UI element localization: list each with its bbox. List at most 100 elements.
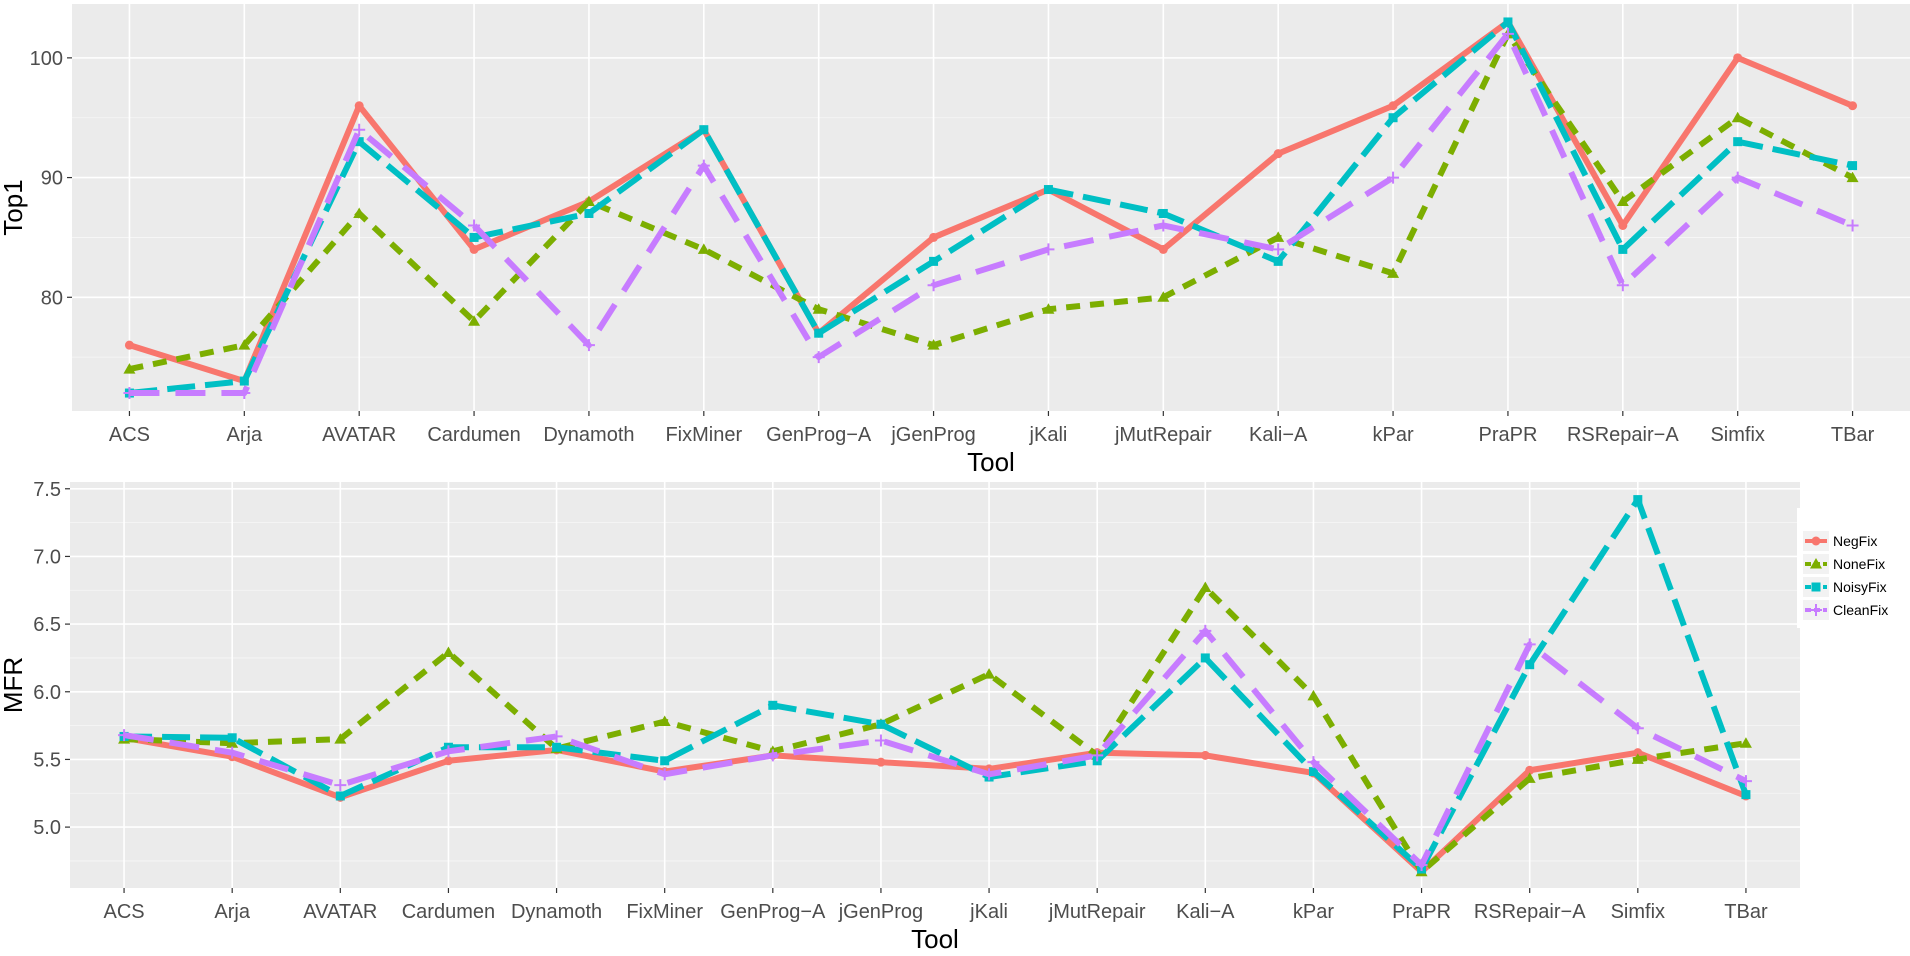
data-point-noisyfix xyxy=(552,742,562,752)
x-tick-label: ACS xyxy=(104,901,145,923)
data-point-nonefix xyxy=(658,715,671,727)
x-tick-label: TBar xyxy=(1831,424,1875,446)
x-tick-label: jMutRepair xyxy=(1048,901,1146,923)
data-point-nonefix xyxy=(1616,195,1629,207)
data-point-noisyfix xyxy=(354,137,364,147)
series-line-nonefix xyxy=(128,30,1854,373)
y-tick-label: 7.0 xyxy=(33,546,61,568)
data-point-nonefix xyxy=(334,733,347,744)
x-tick-label: Kali−A xyxy=(1176,901,1235,923)
data-point-noisyfix xyxy=(929,256,939,266)
data-point-noisyfix xyxy=(1848,161,1858,171)
series-line-nonefix xyxy=(123,584,1747,875)
x-axis-title: Tool xyxy=(911,924,959,951)
y-tick-label: 5.0 xyxy=(33,817,61,839)
y-axis-title: MFR xyxy=(0,657,28,713)
data-point-nonefix xyxy=(812,303,825,314)
data-point-negfix xyxy=(876,757,886,767)
x-tick-label: jGenProg xyxy=(838,901,924,923)
data-point-noisyfix xyxy=(1273,256,1283,266)
series-line-cleanfix xyxy=(123,627,1748,868)
x-tick-label: Dynamoth xyxy=(511,901,602,923)
data-point-noisyfix xyxy=(1388,113,1398,123)
data-point-nonefix xyxy=(442,646,455,658)
x-tick-label: FixMiner xyxy=(665,424,742,446)
data-point-cleanfix xyxy=(1042,243,1055,256)
legend-marker-nonefix xyxy=(1810,558,1822,569)
data-point-nonefix xyxy=(1307,689,1320,701)
data-point-noisyfix xyxy=(768,700,778,710)
data-point-noisyfix xyxy=(1525,660,1535,670)
data-point-noisyfix xyxy=(335,791,345,801)
legend-marker-negfix xyxy=(1811,536,1821,546)
data-point-nonefix xyxy=(226,737,239,748)
data-point-cleanfix xyxy=(468,219,481,232)
x-tick-label: TBar xyxy=(1724,901,1768,923)
data-point-negfix xyxy=(1273,149,1283,159)
data-point-cleanfix xyxy=(238,387,251,400)
data-point-cleanfix xyxy=(226,746,239,759)
data-point-noisyfix xyxy=(584,208,594,218)
data-point-negfix xyxy=(1525,765,1535,775)
x-tick-label: FixMiner xyxy=(626,901,703,923)
data-point-nonefix xyxy=(123,363,136,374)
x-tick-label: Cardumen xyxy=(427,424,520,446)
data-point-cleanfix xyxy=(118,729,131,742)
x-tick-label: GenProg−A xyxy=(720,901,826,923)
series-line-noisyfix xyxy=(124,496,1749,873)
data-point-nonefix xyxy=(238,339,251,350)
data-point-cleanfix xyxy=(983,768,996,781)
data-point-cleanfix xyxy=(1631,722,1644,735)
data-point-noisyfix xyxy=(1158,208,1168,218)
y-tick-label: 5.5 xyxy=(33,749,61,771)
data-point-cleanfix xyxy=(1739,775,1752,788)
data-point-cleanfix xyxy=(353,123,366,136)
data-point-negfix xyxy=(1200,750,1210,760)
data-point-cleanfix xyxy=(1731,171,1744,184)
legend-label-cleanfix: CleanFix xyxy=(1833,602,1888,618)
series-line-negfix xyxy=(123,734,1748,875)
x-tick-label: GenProg−A xyxy=(766,424,872,446)
y-tick-label: 6.5 xyxy=(33,614,61,636)
x-tick-label: RSRepair−A xyxy=(1474,901,1586,923)
x-tick-label: kPar xyxy=(1373,424,1414,446)
series-line-cleanfix xyxy=(129,30,1854,397)
series-line-noisyfix xyxy=(129,18,1854,397)
data-point-noisyfix xyxy=(814,328,824,338)
data-point-cleanfix xyxy=(550,730,563,743)
series-cleanfix xyxy=(118,624,1752,871)
x-tick-label: Simfix xyxy=(1710,424,1764,446)
data-point-negfix xyxy=(1618,220,1628,230)
x-tick-label: Cardumen xyxy=(402,901,495,923)
data-point-nonefix xyxy=(927,339,940,350)
data-point-nonefix xyxy=(1157,291,1170,302)
data-point-cleanfix xyxy=(123,387,136,400)
x-tick-label: jGenProg xyxy=(890,424,976,446)
data-point-cleanfix xyxy=(442,745,455,758)
y-tick-label: 6.0 xyxy=(33,682,61,704)
data-point-noisyfix xyxy=(876,719,886,729)
y-axis-title: Top1 xyxy=(0,179,28,235)
data-point-nonefix xyxy=(697,243,710,254)
data-point-cleanfix xyxy=(582,339,595,352)
legend-label-nonefix: NoneFix xyxy=(1833,556,1885,572)
data-point-nonefix xyxy=(1272,231,1285,242)
legend-label-noisyfix: NoisyFix xyxy=(1833,579,1887,595)
y-tick-label: 100 xyxy=(30,48,63,70)
data-point-nonefix xyxy=(1387,267,1400,278)
data-point-noisyfix xyxy=(239,376,249,386)
data-point-noisyfix xyxy=(1733,137,1743,147)
data-point-noisyfix xyxy=(699,125,709,135)
data-point-noisyfix xyxy=(660,756,670,766)
data-point-cleanfix xyxy=(927,279,940,292)
x-tick-label: PraPR xyxy=(1478,424,1537,446)
x-tick-label: jKali xyxy=(969,901,1008,923)
data-point-nonefix xyxy=(1739,737,1752,748)
x-tick-label: AVATAR xyxy=(303,901,377,923)
legend-marker-noisyfix xyxy=(1811,582,1821,592)
data-point-noisyfix xyxy=(227,733,237,743)
legend: NegFix NoneFix NoisyFix CleanFix xyxy=(1797,508,1906,628)
data-point-cleanfix xyxy=(1157,219,1170,232)
